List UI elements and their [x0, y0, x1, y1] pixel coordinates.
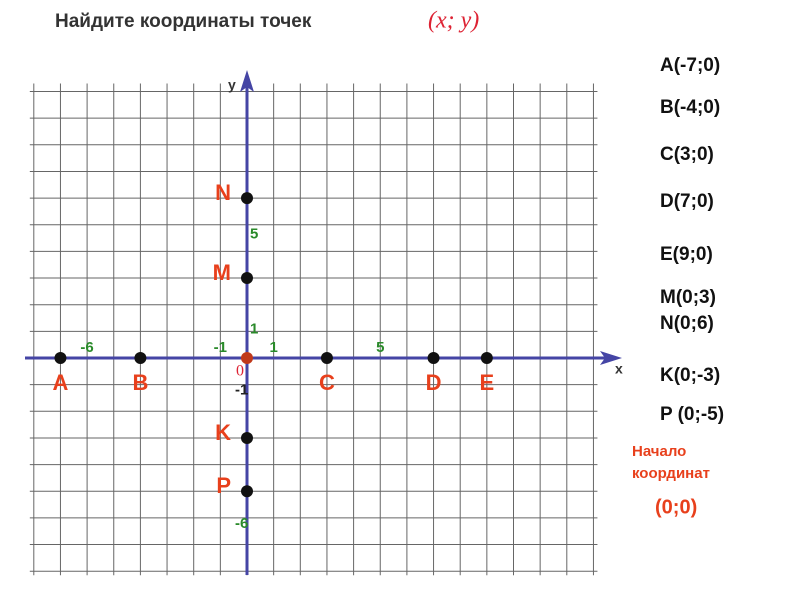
point	[241, 272, 253, 285]
coordinate-text: B(-4;0)	[660, 97, 720, 118]
point-name: E	[480, 370, 495, 395]
point	[241, 431, 253, 444]
coordinate-text: D(7;0)	[660, 191, 714, 212]
point-name: N	[215, 180, 231, 205]
y-tick-label: -6	[235, 515, 248, 532]
title: Найдите координаты точек	[55, 11, 312, 32]
x-tick-label: 1	[269, 339, 277, 356]
point	[320, 352, 333, 364]
y-tick-label: -1	[235, 382, 248, 399]
y-tick-label: 1	[250, 320, 258, 337]
coordinate-text: K(0;-3)	[660, 365, 720, 386]
title-formula: (x; y)	[428, 8, 479, 34]
y-arrow	[240, 70, 254, 92]
x-arrow	[600, 351, 622, 365]
point	[134, 352, 147, 364]
coordinate-text: E(9;0)	[660, 244, 713, 265]
point-name: P	[216, 473, 231, 498]
point	[480, 352, 493, 364]
coordinate-text: M(0;3)	[660, 287, 716, 308]
origin-note-line: координат	[632, 465, 710, 482]
origin-note: Начало координат	[632, 443, 710, 482]
origin-label: 0	[236, 363, 244, 380]
plot: x y 0 -6 -1 1 5 1 5 -1 -6 A A(-7;0) B B(-4;0) C C(3;0) D D…	[53, 55, 725, 532]
point	[54, 352, 67, 364]
point	[241, 485, 253, 498]
y-tick-label: 5	[250, 226, 258, 243]
coordinate-text: A(-7;0)	[660, 55, 720, 76]
point-name: M	[213, 260, 231, 285]
x-tick-label: -1	[214, 339, 227, 356]
point-name: A	[53, 370, 69, 395]
origin-point	[241, 352, 253, 364]
x-tick-label: -6	[80, 339, 93, 356]
point-name: D	[426, 370, 442, 395]
x-tick-label: 5	[376, 339, 384, 356]
point-name: B	[132, 370, 148, 395]
origin-note-line: Начало	[632, 443, 686, 460]
x-axis-name: x	[615, 361, 623, 377]
point-name: C	[319, 370, 335, 395]
point	[427, 352, 440, 364]
point	[241, 192, 253, 205]
coordinate-text: P (0;-5)	[660, 404, 724, 425]
coordinate-text: C(3;0)	[660, 144, 714, 165]
y-axis-name: y	[228, 77, 236, 93]
coordinate-text: N(0;6)	[660, 313, 714, 334]
point-name: K	[215, 420, 231, 445]
origin-coordinates: (0;0)	[655, 496, 697, 518]
